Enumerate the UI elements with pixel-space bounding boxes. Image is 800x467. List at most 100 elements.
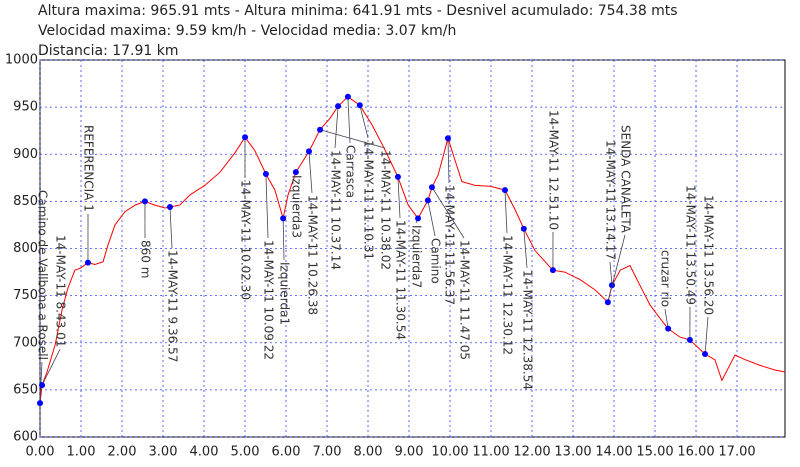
leader-line (607, 234, 626, 303)
waypoint-label: 14-MAY-11 13.50.49 (684, 185, 698, 305)
waypoint (317, 126, 324, 133)
waypoint (428, 184, 435, 191)
leader-line (308, 151, 313, 194)
x-tick-label: 1.00 (67, 445, 96, 460)
waypoint-label: 14-MAY-11 12.51.10 (547, 110, 561, 230)
waypoint-label: SENDA CANALETA (619, 125, 633, 234)
x-tick-label: 17.00 (718, 445, 755, 460)
waypoint (424, 197, 431, 204)
x-tick-label: 15.00 (636, 445, 673, 460)
waypoint-label: 14-MAY-11 9.36.57 (166, 250, 180, 362)
leader-line (265, 174, 269, 239)
leader-line (431, 187, 465, 239)
leader-line (609, 261, 613, 286)
waypoint-label: 14-MAY-11 12.30.12 (501, 235, 515, 355)
waypoint (520, 225, 527, 232)
waypoint (686, 336, 693, 343)
leader-line (704, 316, 709, 355)
waypoint-label: Izquierda7 (410, 225, 424, 288)
waypoint-label: Izquierda3 (290, 175, 304, 238)
leader-line (334, 106, 339, 149)
waypoint (501, 187, 508, 194)
waypoint (702, 351, 709, 358)
waypoint-label: 14-MAY-11 12.38.54 (521, 270, 535, 390)
waypoint-label: Camino (429, 238, 443, 284)
y-tick-label: 950 (13, 100, 38, 115)
leader-line (347, 96, 351, 144)
leader-line (319, 129, 386, 149)
y-tick-label: 750 (13, 288, 38, 303)
waypoint-label: 14-MAY-11 11.30.54 (394, 220, 408, 340)
x-tick-label: 10.00 (431, 445, 468, 460)
leader-line (447, 138, 450, 184)
waypoint-label: 14-MAY-11 10.37.14 (329, 150, 343, 270)
waypoint (141, 198, 148, 205)
x-tick-label: 11.00 (472, 445, 509, 460)
waypoint (262, 171, 269, 178)
leader-line (169, 207, 173, 249)
waypoint (37, 400, 43, 407)
waypoint (242, 134, 249, 141)
waypoint-label: 14-MAY-11 11.47.05 (458, 240, 472, 360)
y-tick-label: 900 (13, 147, 38, 162)
y-tick-label: 850 (13, 194, 38, 209)
waypoint (166, 204, 173, 211)
x-tick-label: 6.00 (272, 445, 301, 460)
waypoint-label: Carrasca (344, 145, 358, 198)
waypoint-label: 14-MAY-11 13.56.20 (702, 195, 716, 315)
x-tick-label: 7.00 (313, 445, 342, 460)
waypoint-label: 14-MAY-11 10.09.22 (262, 240, 276, 360)
waypoint-label: 14-MAY-11 10.26.38 (306, 195, 320, 315)
waypoint (305, 148, 312, 155)
y-tick-label: 600 (13, 430, 38, 445)
waypoint-label: 14-MAY-11 8.43.01 (54, 235, 68, 347)
x-tick-label: 14.00 (595, 445, 632, 460)
waypoint (415, 215, 422, 222)
x-tick-label: 9.00 (395, 445, 424, 460)
waypoint-label: 14-MAY-11 11.10.31 (362, 140, 376, 260)
leader-line (41, 349, 61, 386)
leader-line (664, 309, 669, 329)
waypoint (292, 169, 299, 176)
leader-line (397, 176, 401, 219)
x-tick-label: 8.00 (354, 445, 383, 460)
waypoint (335, 103, 342, 110)
waypoint-label: 14-MAY-11 13.14.17 (604, 140, 618, 260)
waypoint-label: REFERENCIA 1 (82, 125, 96, 212)
waypoint (280, 215, 287, 222)
profile-line (39, 96, 786, 404)
y-tick-label: 1000 (5, 53, 38, 68)
waypoint-label: cruzar rio (659, 250, 673, 307)
x-tick-label: 3.00 (149, 445, 178, 460)
x-tick-label: 13.00 (554, 445, 591, 460)
leader-line (359, 105, 369, 139)
leader-line (504, 190, 508, 234)
y-tick-label: 650 (13, 382, 38, 397)
header-line: Velocidad maxima: 9.59 km/h - Velocidad … (38, 23, 456, 39)
y-tick-label: 700 (13, 335, 38, 350)
waypoint (604, 299, 611, 306)
waypoint (344, 93, 351, 100)
waypoint (356, 102, 363, 109)
x-tick-label: 16.00 (677, 445, 714, 460)
leader-line (427, 200, 436, 237)
waypoint-label: Izquierda1 (278, 262, 292, 325)
waypoint-label: 14-MAY-11 10.38.02 (379, 150, 393, 270)
x-tick-label: 5.00 (231, 445, 260, 460)
x-tick-label: 12.00 (513, 445, 550, 460)
waypoint (665, 325, 672, 332)
x-tick-label: 0.00 (26, 445, 55, 460)
waypoint-label: 860 m (139, 240, 153, 278)
waypoint-label: 14-MAY-11 10.02.30 (239, 180, 253, 300)
waypoint-label: Camino de Vallbona a Rosell (36, 190, 50, 360)
waypoint (444, 135, 451, 142)
leader-line (282, 218, 285, 261)
waypoint (39, 382, 46, 389)
x-tick-label: 2.00 (108, 445, 137, 460)
leader-line (523, 228, 528, 269)
waypoint-label: 14-MAY-11 11.56.37 (443, 185, 457, 305)
waypoint (394, 173, 401, 180)
waypoint (84, 259, 91, 266)
x-tick-label: 4.00 (190, 445, 219, 460)
